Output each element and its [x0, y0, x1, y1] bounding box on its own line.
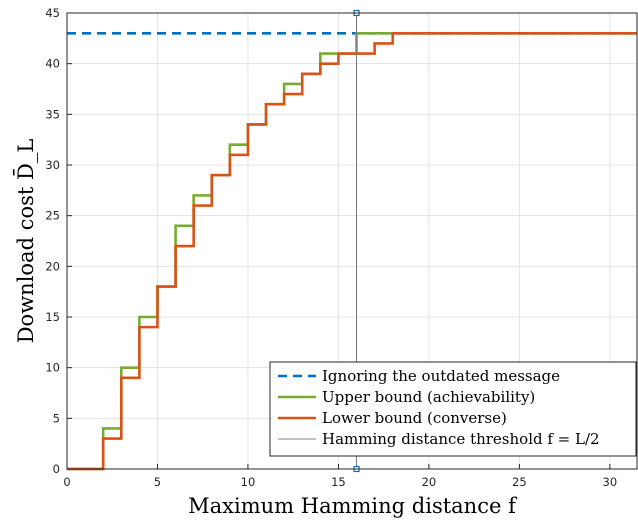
x-tick-label: 25: [512, 475, 527, 489]
axes: 0 5 10 15 20 25 30 0 5 10 15 20 25 30 35 40 45: [45, 6, 638, 489]
axis-labels: Maximum Hamming distance f Download cost…: [13, 139, 518, 518]
legend-label: Hamming distance threshold f = L/2: [322, 430, 600, 448]
series-line-2: [67, 31, 637, 471]
y-tick-label: 35: [45, 107, 60, 121]
y-tick-label: 10: [45, 361, 60, 375]
x-axis-label: Maximum Hamming distance f: [188, 494, 518, 518]
legend-label: Ignoring the outdated message: [322, 367, 560, 385]
legend-box: [269, 361, 637, 457]
y-tick-label: 0: [53, 462, 60, 476]
x-tick-label: 30: [603, 475, 618, 489]
x-tick-label: 20: [422, 475, 437, 489]
y-tick-label: 25: [45, 209, 60, 223]
y-axis-label: Download cost D̄_L: [13, 139, 38, 344]
y-tick-label: 45: [45, 6, 60, 20]
y-tick-label: 40: [45, 57, 60, 71]
y-tick-label: 15: [45, 310, 60, 324]
legend-label: Lower bound (converse): [322, 409, 507, 427]
legend-label: Upper bound (achievability): [322, 388, 535, 406]
y-tick-label: 30: [45, 158, 60, 172]
axes-box: [66, 12, 638, 470]
x-tick-label: 15: [331, 475, 346, 489]
y-tick-label: 5: [53, 411, 60, 425]
x-tick-label: 10: [241, 475, 256, 489]
x-tick-label: 0: [63, 475, 70, 489]
legend: Ignoring the outdated message Upper bound…: [269, 361, 637, 457]
x-tick-label: 5: [154, 475, 161, 489]
y-tick-label: 20: [45, 259, 60, 273]
